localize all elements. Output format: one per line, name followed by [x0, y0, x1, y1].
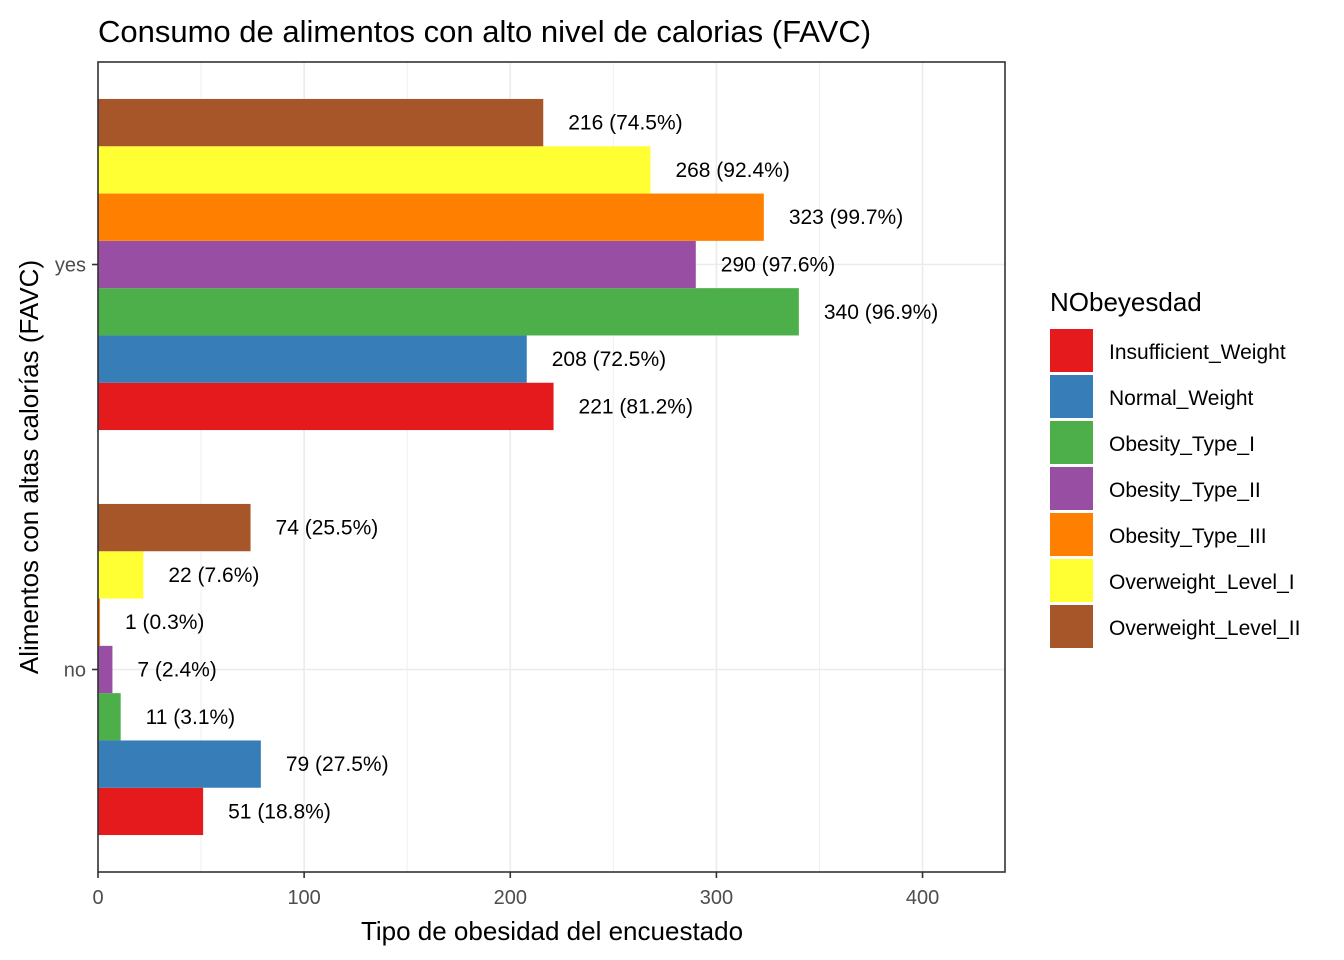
bar-labels: 51 (18.8%) 79 (27.5%) 11 (3.1%) 7 (2.4%) 1 (…: [125, 112, 938, 824]
x-axis-title: Tipo de obesidad del encuestado: [361, 916, 743, 946]
x-tick-label: 100: [287, 887, 320, 909]
legend-swatch-obesity_type_iii: [1050, 513, 1093, 556]
bar-value-label: 323 (99.7%): [789, 206, 903, 229]
bar-value-label: 74 (25.5%): [276, 517, 379, 540]
plot-frame: [97, 61, 1006, 873]
bar-insufficient_weight-yes: [98, 382, 554, 431]
bar-value-label: 216 (74.5%): [568, 112, 682, 135]
bar-obesity_type_iii-no: [98, 598, 101, 646]
bar-value-label: 340 (96.9%): [824, 301, 938, 324]
legend-swatch-overweight_level_ii: [1050, 605, 1093, 648]
bar-overweight_level_i-no: [98, 551, 144, 599]
legend-label: Obesity_Type_I: [1109, 433, 1255, 456]
legend-label: Overweight_Level_I: [1109, 571, 1295, 594]
bar-value-label: 1 (0.3%): [125, 611, 204, 634]
bar-value-label: 11 (3.1%): [146, 706, 236, 729]
bar-value-label: 208 (72.5%): [552, 348, 666, 371]
legend-label: Normal_Weight: [1109, 387, 1253, 410]
bar-overweight_level_ii-no: [98, 503, 251, 552]
chart-title: Consumo de alimentos con alto nivel de c…: [98, 14, 871, 49]
y-tick-label: no: [64, 660, 86, 682]
y-tick-label: yes: [55, 255, 86, 277]
legend-label: Insufficient_Weight: [1109, 341, 1286, 364]
x-tick-label: 0: [92, 887, 103, 909]
bar-value-label: 51 (18.8%): [228, 800, 331, 823]
x-tick-label: 300: [700, 887, 733, 909]
legend-swatch-obesity_type_ii: [1050, 467, 1093, 510]
bar-value-label: 221 (81.2%): [579, 395, 693, 418]
y-axis-title: Alimentos con altas calorías (FAVC): [14, 260, 44, 674]
legend-swatch-normal_weight: [1050, 375, 1093, 418]
x-tick-label: 200: [494, 887, 527, 909]
legend-title: NObeyesdad: [1050, 287, 1202, 317]
legend-swatch-overweight_level_i: [1050, 559, 1093, 602]
bar-obesity_type_iii-yes: [98, 193, 764, 241]
y-axis: no yes: [55, 255, 98, 682]
bar-insufficient_weight-no: [98, 787, 204, 836]
bar-value-label: 268 (92.4%): [675, 159, 789, 182]
x-axis: 0 100 200 300 400: [92, 872, 939, 909]
legend-label: Overweight_Level_II: [1109, 617, 1300, 640]
bar-overweight_level_ii-yes: [98, 98, 544, 147]
legend: NObeyesdad Insufficient_Weight Normal_Weig…: [1050, 287, 1300, 648]
bar-obesity_type_ii-yes: [98, 240, 696, 289]
plot-border: [97, 61, 1006, 873]
bar-obesity_type_i-no: [98, 693, 121, 741]
legend-label: Obesity_Type_III: [1109, 525, 1267, 548]
bar-value-label: 290 (97.6%): [721, 254, 835, 277]
legend-swatch-insufficient_weight: [1050, 329, 1093, 372]
bars: [98, 98, 799, 836]
bar-value-label: 7 (2.4%): [137, 659, 216, 682]
legend-label: Obesity_Type_II: [1109, 479, 1261, 502]
bar-normal_weight-yes: [98, 335, 527, 383]
legend-swatch-obesity_type_i: [1050, 421, 1093, 464]
bar-overweight_level_i-yes: [98, 146, 651, 194]
bar-value-label: 79 (27.5%): [286, 753, 389, 776]
bar-value-label: 22 (7.6%): [168, 564, 259, 587]
bar-obesity_type_ii-no: [98, 645, 113, 694]
bar-obesity_type_i-yes: [98, 288, 799, 336]
x-tick-label: 400: [906, 887, 939, 909]
bar-normal_weight-no: [98, 740, 261, 788]
